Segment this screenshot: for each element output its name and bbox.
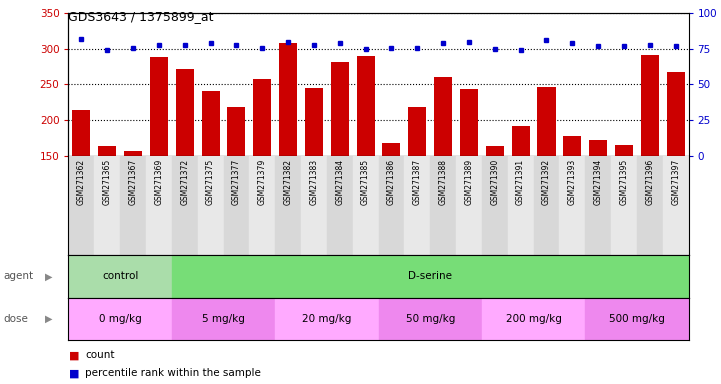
Bar [353,156,379,255]
Bar [124,151,142,262]
Text: dose: dose [4,314,29,324]
Text: GSM271395: GSM271395 [619,159,629,205]
Bar [537,87,555,262]
Bar [585,156,611,255]
Bar [279,43,297,262]
Bar [94,156,120,255]
Bar [227,106,245,262]
Bar [72,110,90,262]
Bar [253,79,271,262]
Bar [434,78,452,262]
Bar [68,298,172,340]
Text: 20 mg/kg: 20 mg/kg [302,314,352,324]
Bar [460,89,478,262]
Bar [637,156,663,255]
Bar [486,146,504,262]
Bar [667,73,685,262]
Bar [430,156,456,255]
Bar [357,56,375,262]
Bar [611,156,637,255]
Text: GSM271390: GSM271390 [490,159,499,205]
Text: GSM271362: GSM271362 [77,159,86,205]
Text: 0 mg/kg: 0 mg/kg [99,314,141,324]
Bar [379,156,404,255]
Text: GSM271397: GSM271397 [671,159,680,205]
Bar [563,136,581,262]
Text: agent: agent [4,271,34,281]
Bar [120,156,146,255]
Text: GSM271365: GSM271365 [103,159,112,205]
Bar [641,55,659,262]
Text: GSM271375: GSM271375 [206,159,215,205]
Bar [172,298,275,340]
Text: GSM271382: GSM271382 [283,159,293,205]
Bar [327,156,353,255]
Text: control: control [102,271,138,281]
Bar [482,298,585,340]
Text: GSM271388: GSM271388 [438,159,448,205]
Text: GSM271383: GSM271383 [309,159,319,205]
Text: ■: ■ [68,368,79,378]
Bar [585,298,689,340]
Bar [559,156,585,255]
Bar [589,140,607,262]
Text: count: count [85,350,115,360]
Bar [456,156,482,255]
Text: GSM271384: GSM271384 [335,159,344,205]
Bar [150,58,168,262]
Text: GSM271369: GSM271369 [154,159,164,205]
Text: 200 mg/kg: 200 mg/kg [505,314,562,324]
Bar [98,146,116,262]
Text: 500 mg/kg: 500 mg/kg [609,314,665,324]
Bar [408,106,426,262]
Bar [275,156,301,255]
Bar [198,156,224,255]
Bar [146,156,172,255]
Text: 50 mg/kg: 50 mg/kg [405,314,455,324]
Text: GSM271396: GSM271396 [645,159,654,205]
Text: GSM271379: GSM271379 [258,159,267,205]
Bar [68,255,172,298]
Bar [275,298,379,340]
Text: GSM271391: GSM271391 [516,159,525,205]
Bar [68,156,94,255]
Bar [512,126,530,262]
Bar [224,156,249,255]
Bar [301,156,327,255]
Text: ■: ■ [68,350,79,360]
Text: GSM271393: GSM271393 [568,159,577,205]
Text: GSM271392: GSM271392 [542,159,551,205]
Text: GSM271377: GSM271377 [232,159,241,205]
Bar [663,156,689,255]
Text: ▶: ▶ [45,271,53,281]
Text: percentile rank within the sample: percentile rank within the sample [85,368,261,378]
Text: GSM271385: GSM271385 [361,159,370,205]
Bar [176,69,194,262]
Bar [331,63,349,262]
Bar [172,156,198,255]
Bar [249,156,275,255]
Text: 5 mg/kg: 5 mg/kg [202,314,245,324]
Bar [202,91,220,262]
Bar [404,156,430,255]
Text: ▶: ▶ [45,314,53,324]
Text: GSM271394: GSM271394 [593,159,603,205]
Text: GSM271386: GSM271386 [387,159,396,205]
Bar [172,255,689,298]
Text: D-serine: D-serine [408,271,452,281]
Bar [382,143,400,262]
Text: GSM271372: GSM271372 [180,159,189,205]
Bar [305,88,323,262]
Bar [615,145,633,262]
Text: GSM271389: GSM271389 [464,159,474,205]
Text: GSM271387: GSM271387 [413,159,422,205]
Bar [508,156,534,255]
Text: GDS3643 / 1375899_at: GDS3643 / 1375899_at [68,10,214,23]
Text: GSM271367: GSM271367 [128,159,138,205]
Bar [379,298,482,340]
Bar [482,156,508,255]
Bar [534,156,559,255]
